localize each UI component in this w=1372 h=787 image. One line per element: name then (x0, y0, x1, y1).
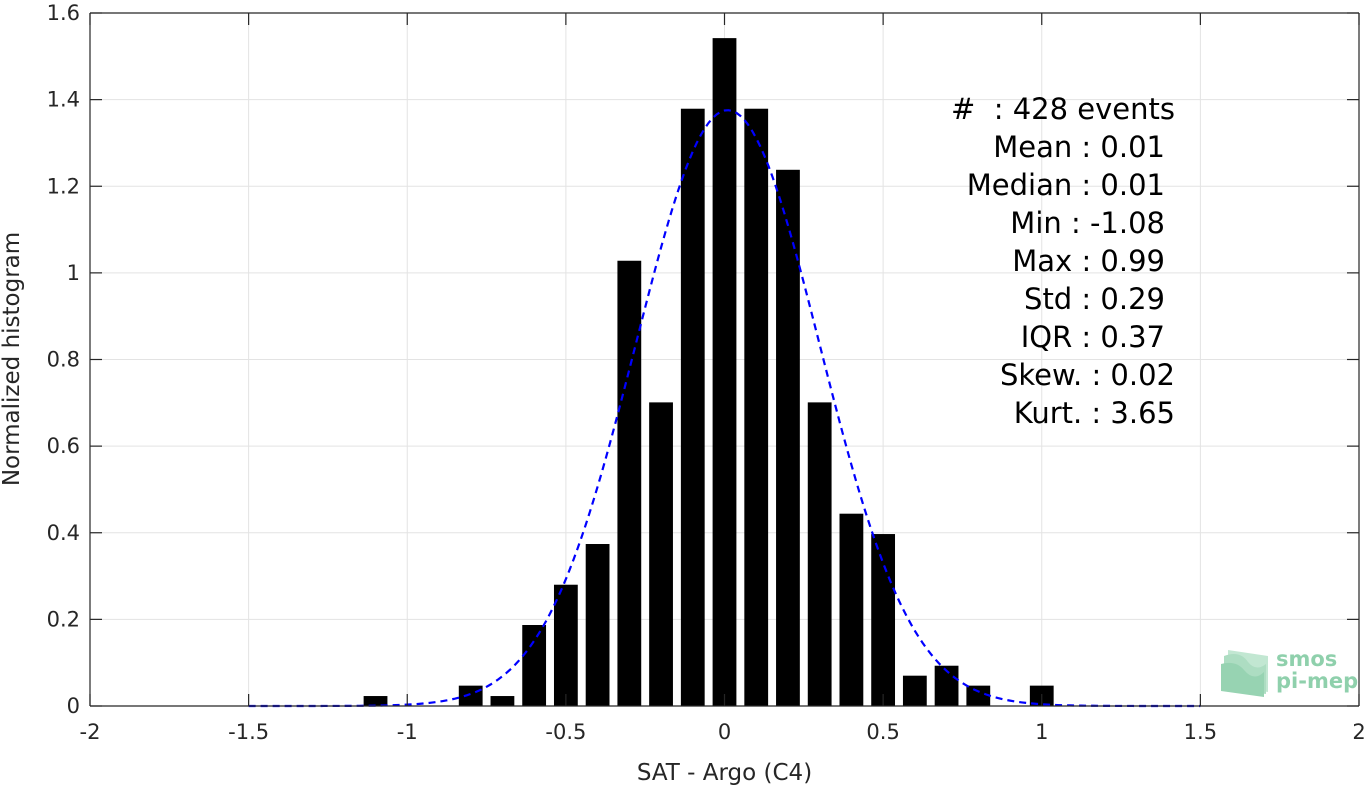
stat-iqr: IQR : 0.37 (1021, 320, 1165, 354)
x-tick-label: 0 (718, 720, 731, 744)
stat-events: # : 428 events (951, 92, 1175, 126)
y-tick-label: 0.4 (47, 521, 80, 545)
x-tick-label: 1.5 (1184, 720, 1217, 744)
x-tick-label: 0.5 (866, 720, 899, 744)
stat-max: Max : 0.99 (1012, 244, 1165, 278)
y-tick-label: 0 (67, 694, 80, 718)
bars (363, 38, 1054, 706)
histogram-bar (649, 402, 673, 706)
y-tick-label: 1.2 (47, 174, 80, 198)
histogram-bar (363, 696, 388, 706)
histogram-bar (807, 402, 832, 706)
y-tick-label: 1 (67, 261, 80, 285)
stat-std: Std : 0.29 (1024, 282, 1165, 316)
histogram-bar (712, 38, 737, 706)
y-tick-label: 1.6 (47, 1, 80, 25)
stat-mean: Mean : 0.01 (993, 130, 1165, 164)
y-tick-label: 0.6 (47, 434, 80, 458)
x-axis-label: SAT - Argo (C4) (637, 760, 812, 786)
y-axis-label: Normalized histogram (0, 232, 25, 486)
stat-min: Min : -1.08 (1010, 206, 1165, 240)
histogram-bar (585, 544, 610, 706)
x-tick-label: -1 (397, 720, 418, 744)
y-tick-label: 1.4 (47, 88, 80, 112)
x-tick-label: 2 (1352, 720, 1365, 744)
logo-line2: pi-mep (1276, 669, 1358, 693)
axes (89, 12, 1360, 707)
logo-waves-icon (1221, 650, 1268, 697)
histogram-bar (522, 625, 547, 706)
y-tick-label: 0.2 (47, 607, 80, 631)
x-tick-label: 1 (1035, 720, 1048, 744)
histogram-bar (680, 108, 705, 706)
histogram-bar (934, 665, 959, 706)
smos-pi-mep-logo: smos pi-mep (1221, 647, 1358, 697)
stat-kurt: Kurt. : 3.65 (1014, 396, 1175, 430)
histogram-bar (617, 260, 642, 706)
histogram-bar (744, 108, 769, 706)
histogram-bar (966, 685, 991, 706)
histogram-bar (871, 534, 896, 706)
logo-line1: smos (1276, 647, 1337, 671)
histogram-bar (458, 685, 483, 706)
stats-box: # : 428 events Mean : 0.01 Median : 0.01… (951, 92, 1175, 430)
histogram-bar (553, 584, 578, 706)
x-tick-label: -1.5 (228, 720, 269, 744)
stat-median: Median : 0.01 (967, 168, 1165, 202)
x-tick-label: -2 (80, 720, 101, 744)
x-tick-label: -0.5 (545, 720, 586, 744)
stat-skew: Skew. : 0.02 (1000, 358, 1175, 392)
histogram-bar (490, 696, 515, 706)
histogram-bar (902, 675, 927, 706)
histogram-bar (839, 513, 864, 706)
tick-labels: -2 -1.5 -1 -0.5 0 0.5 1 1.5 2 0 0.2 0.4 0.6 0.8 1 1.2 1.… (47, 1, 1366, 744)
y-tick-label: 0.8 (47, 348, 80, 372)
histogram-bar (776, 169, 800, 706)
